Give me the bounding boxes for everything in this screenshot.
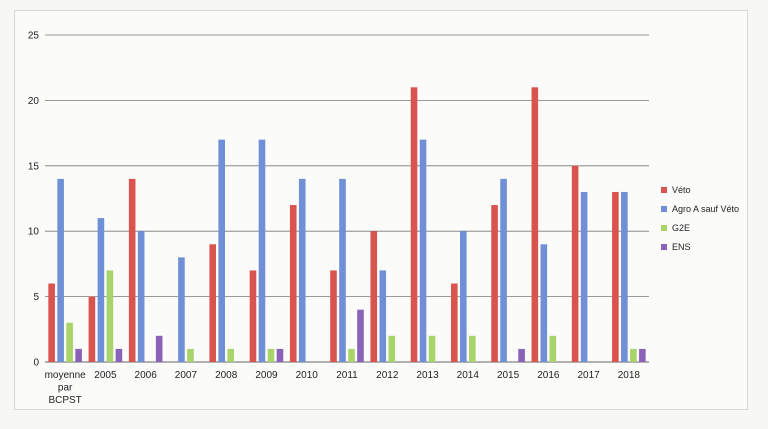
x-tick-label: 2017 <box>577 370 600 381</box>
bar-g2e-1 <box>106 270 114 362</box>
bar-agro-a-sauf-v-to-8 <box>379 270 387 362</box>
x-tick-label: 2016 <box>537 370 560 381</box>
x-tick-label: 2007 <box>175 370 198 381</box>
legend-swatch <box>661 244 667 250</box>
bar-v-to-0 <box>48 283 55 362</box>
bar-agro-a-sauf-v-to-3 <box>178 257 185 362</box>
x-tick-label: 2006 <box>135 370 158 381</box>
bar-v-to-12 <box>531 87 539 362</box>
x-tick-label: 2011 <box>336 370 358 381</box>
y-tick-label: 0 <box>33 358 39 369</box>
x-tick-label: 2009 <box>255 370 278 381</box>
bar-v-to-14 <box>612 191 619 362</box>
bar-agro-a-sauf-v-to-13 <box>580 191 588 362</box>
x-tick-label: 2018 <box>618 370 641 381</box>
x-tick-label: 2005 <box>94 370 117 381</box>
legend-swatch <box>661 225 667 231</box>
gridlines <box>45 34 649 363</box>
x-axis-ticks: moyenne par BCPST 2005 2006 2007 2008 2009 2010 2… <box>45 370 641 406</box>
legend-label: Agro A sauf Véto <box>672 204 739 214</box>
y-axis-ticks: 0 5 10 15 20 25 <box>28 31 40 369</box>
bar-v-to-9 <box>410 87 418 362</box>
bar-ens-11 <box>518 348 525 362</box>
x-tick-label: 2013 <box>416 370 439 381</box>
y-tick-label: 20 <box>28 96 40 107</box>
bar-ens-5 <box>276 348 284 362</box>
bar-agro-a-sauf-v-to-1 <box>97 218 105 362</box>
bar-v-to-2 <box>128 178 136 362</box>
bar-v-to-6 <box>289 205 297 362</box>
bar-ens-0 <box>75 348 82 362</box>
bar-ens-14 <box>639 348 646 362</box>
bar-ens-1 <box>115 348 123 362</box>
bar-agro-a-sauf-v-to-10 <box>460 231 467 362</box>
x-tick-label: 2008 <box>215 370 238 381</box>
legend-label: ENS <box>672 242 691 252</box>
bar-v-to-13 <box>571 165 579 362</box>
bar-v-to-4 <box>209 244 216 362</box>
legend: Véto Agro A sauf Véto G2E ENS <box>661 185 739 252</box>
y-tick-label: 5 <box>33 292 39 303</box>
bar-g2e-9 <box>428 335 436 362</box>
bar-v-to-7 <box>330 270 337 362</box>
bar-g2e-12 <box>549 335 557 362</box>
bar-agro-a-sauf-v-to-2 <box>137 231 145 362</box>
bar-agro-a-sauf-v-to-5 <box>258 139 266 362</box>
bar-v-to-1 <box>88 296 96 362</box>
bar-agro-a-sauf-v-to-0 <box>57 178 64 362</box>
bar-ens-7 <box>357 309 364 362</box>
x-tick-label: 2010 <box>296 370 319 381</box>
x-tick-label: 2014 <box>457 370 480 381</box>
bar-agro-a-sauf-v-to-14 <box>621 191 628 362</box>
bar-g2e-3 <box>187 348 194 362</box>
bar-g2e-8 <box>388 335 396 362</box>
y-tick-label: 10 <box>28 227 40 238</box>
bar-g2e-10 <box>469 335 476 362</box>
bar-agro-a-sauf-v-to-6 <box>298 178 306 362</box>
legend-swatch <box>661 187 667 193</box>
bar-g2e-7 <box>348 348 355 362</box>
x-tick-label: 2015 <box>497 370 520 381</box>
x-tick-label: moyenne par BCPST <box>45 370 87 406</box>
y-tick-label: 15 <box>28 161 40 172</box>
bar-v-to-5 <box>249 270 257 362</box>
bar-agro-a-sauf-v-to-12 <box>540 244 548 362</box>
bar-agro-a-sauf-v-to-11 <box>500 178 507 362</box>
bar-g2e-0 <box>66 322 73 362</box>
chart-frame: 0 5 10 15 20 25 moyenne par BCPST 2005 2006 2007 20… <box>14 10 748 410</box>
bar-ens-2 <box>155 335 163 362</box>
bar-v-to-8 <box>370 231 378 362</box>
bar-g2e-4 <box>227 348 234 362</box>
bar-g2e-14 <box>630 348 637 362</box>
bar-agro-a-sauf-v-to-9 <box>419 139 427 362</box>
legend-label: G2E <box>672 223 690 233</box>
legend-swatch <box>661 206 667 212</box>
bars <box>48 87 646 362</box>
bar-chart: 0 5 10 15 20 25 moyenne par BCPST 2005 2006 2007 20… <box>28 31 739 407</box>
y-tick-label: 25 <box>28 31 40 42</box>
bar-g2e-5 <box>267 348 275 362</box>
bar-agro-a-sauf-v-to-7 <box>339 178 346 362</box>
bar-v-to-11 <box>491 205 498 362</box>
legend-label: Véto <box>672 185 691 195</box>
bar-v-to-10 <box>451 283 458 362</box>
bar-agro-a-sauf-v-to-4 <box>218 139 225 362</box>
x-tick-label: 2012 <box>376 370 399 381</box>
